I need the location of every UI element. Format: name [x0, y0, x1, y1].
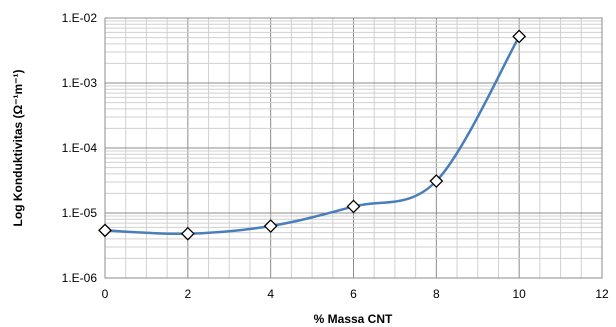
x-tick-label: 6: [350, 287, 357, 301]
data-point-marker: [180, 226, 195, 241]
data-point-marker: [98, 223, 112, 238]
markers: [98, 29, 527, 241]
grid: [104, 17, 603, 279]
x-tick-label: 12: [595, 287, 609, 301]
data-point-marker: [512, 29, 527, 44]
data-point-marker: [346, 199, 361, 214]
y-axis-title: Log Konduktivitas (Ω⁻¹m⁻¹): [11, 70, 25, 227]
x-axis-ticks: 0 2 4 6 8 10 12: [102, 287, 609, 301]
plot-area: [104, 17, 603, 279]
y-axis-ticks: 1.E-06 1.E-05 1.E-04 1.E-03 1.E-02: [62, 11, 98, 285]
y-tick-label: 1.E-02: [62, 11, 98, 25]
x-axis-title: % Massa CNT: [314, 312, 393, 326]
data-point-marker: [429, 174, 444, 188]
y-tick-label: 1.E-05: [62, 206, 98, 220]
data-point-marker: [263, 219, 278, 233]
y-tick-label: 1.E-03: [62, 76, 98, 90]
x-tick-label: 4: [267, 287, 274, 301]
x-tick-label: 8: [433, 287, 440, 301]
x-tick-label: 0: [102, 287, 109, 301]
y-tick-label: 1.E-06: [62, 271, 98, 285]
y-tick-label: 1.E-04: [62, 141, 98, 155]
x-tick-label: 2: [184, 287, 191, 301]
x-tick-label: 10: [512, 287, 526, 301]
